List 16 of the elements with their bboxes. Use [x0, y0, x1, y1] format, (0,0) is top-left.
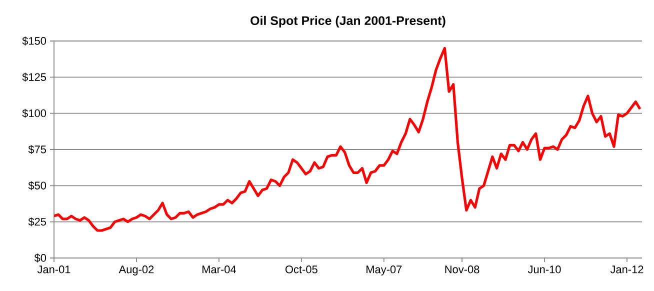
- y-tick-label: $50: [28, 181, 46, 190]
- y-tick-label: $150: [22, 36, 46, 46]
- x-tick-label: Aug-02: [118, 266, 154, 276]
- x-tick-label: Jan-12: [610, 266, 644, 274]
- x-tick-label: Jan-01: [37, 266, 70, 274]
- x-tick-label: Mar-04: [202, 266, 236, 274]
- chart-title: Oil Spot Price (Jan 2001-Present): [250, 16, 446, 28]
- x-tick-label: Jun-10: [528, 266, 561, 274]
- y-tick-label: $25: [28, 217, 46, 226]
- x-tick-label: Nov-08: [445, 266, 480, 274]
- y-tick-label: $100: [22, 108, 46, 118]
- y-tick-label: $125: [22, 72, 46, 82]
- y-tick-label: $75: [28, 145, 46, 154]
- x-tick-label: May-07: [366, 266, 402, 276]
- x-tick-label: Oct-05: [286, 266, 318, 274]
- y-tick-label: $0: [34, 254, 46, 262]
